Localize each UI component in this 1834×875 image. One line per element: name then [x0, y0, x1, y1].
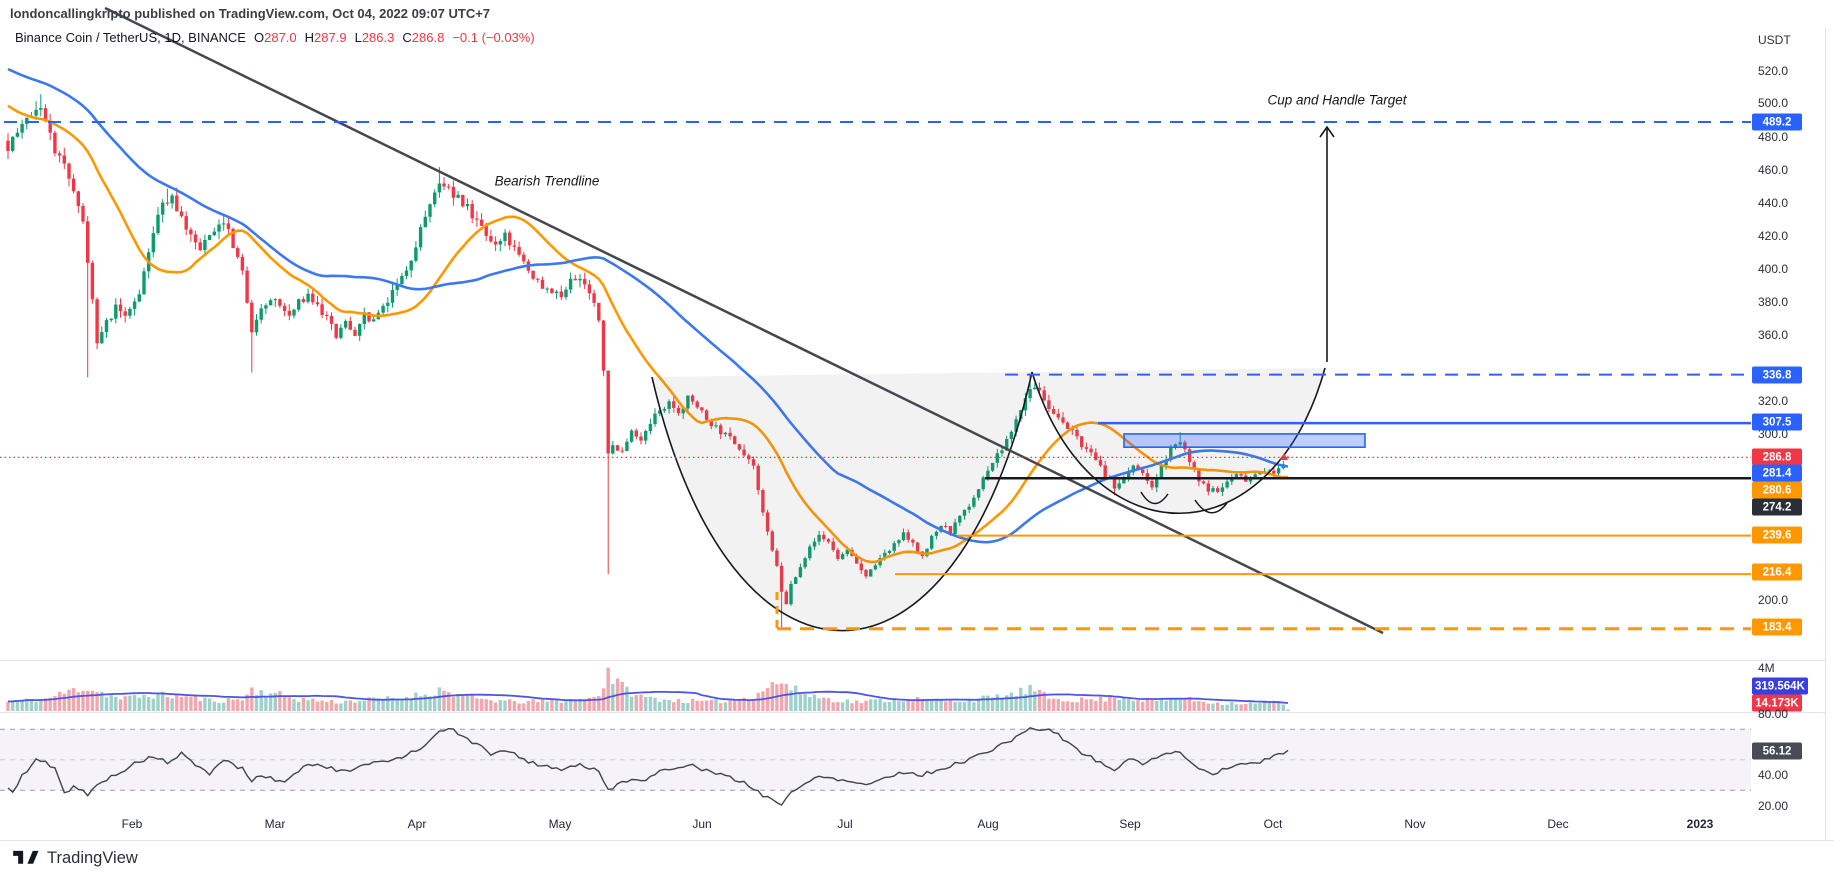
bearish-trendline[interactable] — [104, 6, 1384, 635]
volume-ma-line — [7, 690, 1289, 704]
ohlc-value: 286.3 — [361, 30, 395, 45]
attribution-text: londoncallingkripto published on Trading… — [10, 6, 491, 21]
ohlc-values: O287.0 H287.9 L286.3 C286.8 — [246, 30, 444, 45]
cup-fill — [652, 372, 1032, 631]
mini-arc[interactable] — [1194, 499, 1228, 514]
ohlc-label: H — [304, 30, 315, 45]
last-price-marker — [1280, 453, 1288, 460]
footer-bar: TradingView — [0, 841, 1834, 875]
footer-brand-text[interactable]: TradingView — [47, 848, 138, 867]
tradingview-logo-icon[interactable] — [13, 848, 39, 868]
rsi-line — [7, 727, 1289, 806]
ohlc-label: C — [402, 30, 412, 45]
mini-arc[interactable] — [1140, 491, 1169, 505]
arrow-head — [1319, 125, 1335, 138]
symbol-info-bar[interactable]: Binance Coin / TetherUS, 1D, BINANCE O287… — [15, 30, 535, 45]
ohlc-label: O — [253, 30, 265, 45]
cup-curve[interactable] — [651, 371, 1033, 632]
ohlc-value: 286.8 — [411, 30, 445, 45]
ohlc-value: 287.9 — [314, 30, 347, 45]
handle-curve[interactable] — [1031, 367, 1326, 514]
handle-fill — [1032, 368, 1325, 514]
volume-series — [6, 667, 1290, 711]
ohlc-label: L — [354, 30, 362, 45]
ma-fast-line[interactable] — [7, 104, 1289, 564]
ma-slow-line[interactable] — [7, 67, 1289, 544]
symbol-title: Binance Coin / TetherUS, 1D, BINANCE — [15, 30, 246, 45]
supply-box[interactable] — [1123, 433, 1366, 448]
ohlc-value: 287.0 — [264, 30, 297, 45]
price-change: −0.1 (−0.03%) — [452, 30, 535, 45]
